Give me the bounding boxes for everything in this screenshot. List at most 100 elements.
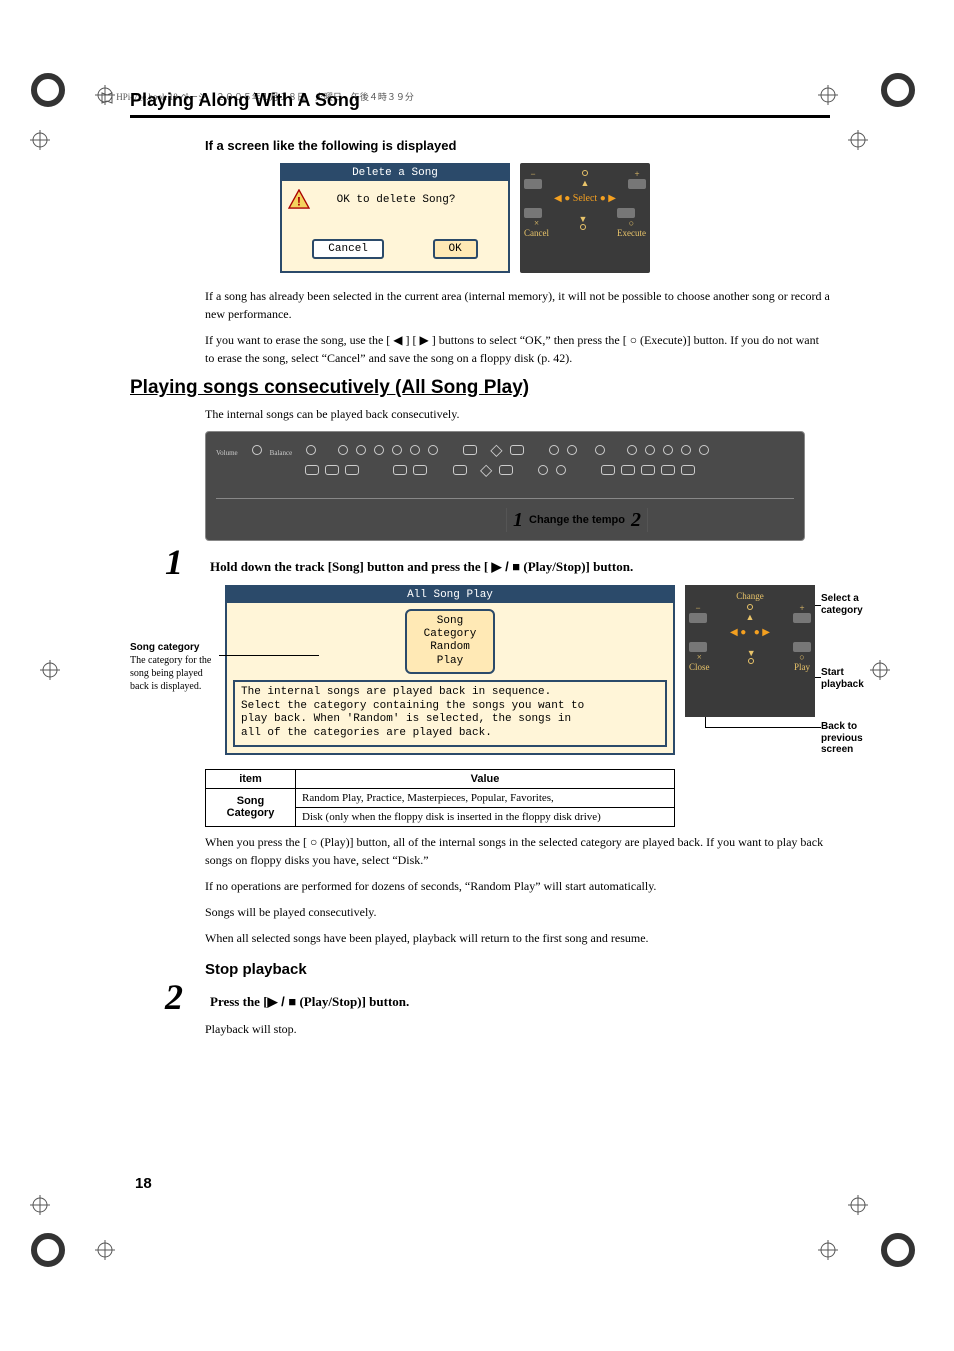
allsong-after4: When all selected songs have been played… xyxy=(205,929,830,947)
callout-line xyxy=(705,717,706,727)
playstop-icon: ▶ / ■ xyxy=(491,559,520,574)
crop-mark-br xyxy=(878,1230,918,1270)
right-arrow-icon: ▶ xyxy=(762,627,770,638)
down-led-icon xyxy=(748,658,754,664)
left-arrow-icon: ◀ xyxy=(393,333,402,347)
panel-led-icon xyxy=(374,445,384,455)
delete-subhead: If a screen like the following is displa… xyxy=(205,138,830,153)
control-panel-allsong: Change − ▲ + ◀ ● ● ▶ ×Close ▼ ○Play xyxy=(685,585,815,717)
close-label: Close xyxy=(689,662,710,672)
reg-mark-bl xyxy=(95,1240,115,1260)
figure-allsong-screen: Song category The category for the song … xyxy=(225,585,835,755)
up-led-icon xyxy=(747,604,753,610)
stop-heading: Stop playback xyxy=(205,961,830,978)
allsong-intro: The internal songs can be played back co… xyxy=(205,405,830,423)
control-panel-delete: − ▲ + ◀ ● Select ● ▶ ×Cancel ▼ ○Execute xyxy=(520,163,650,273)
plus-label: + xyxy=(634,169,639,179)
allsong-heading: Playing songs consecutively (All Song Pl… xyxy=(130,377,830,399)
minus-button[interactable] xyxy=(524,179,542,189)
reg-mark-rb xyxy=(848,1195,868,1215)
cancel-ctrl-button[interactable] xyxy=(524,208,542,218)
plus-button[interactable] xyxy=(628,179,646,189)
delete-dialog-message: OK to delete Song? xyxy=(337,194,456,206)
crop-mark-bl xyxy=(28,1230,68,1270)
panel-led-icon xyxy=(627,445,637,455)
down-arrow-icon: ▼ xyxy=(579,214,588,224)
callout-line xyxy=(815,677,821,678)
execute-ctrl-button[interactable] xyxy=(617,208,635,218)
panel-led-icon xyxy=(356,445,366,455)
circle-icon: ○ xyxy=(630,333,637,347)
callout-line xyxy=(705,727,821,728)
callout-back: Back to previous screen xyxy=(821,721,863,756)
panel-button-icon xyxy=(621,465,635,475)
step1-text: Hold down the track [Song] button and pr… xyxy=(210,551,830,575)
table-cell-item: Song Category xyxy=(206,788,296,826)
delete-dialog-title: Delete a Song xyxy=(282,165,508,181)
panel-button-icon xyxy=(681,465,695,475)
panel-led-icon xyxy=(699,445,709,455)
delete-para1: If a song has already been selected in t… xyxy=(205,287,830,323)
delete-para2: If you want to erase the song, use the [… xyxy=(205,331,830,367)
minus-button[interactable] xyxy=(689,613,707,623)
minus-label: − xyxy=(530,169,535,179)
figure-keyboard-panel: Volume Balance ◇ ◇ xyxy=(205,431,805,541)
panel-led-icon xyxy=(567,445,577,455)
panel-button-icon xyxy=(393,465,407,475)
step1-number: 1 xyxy=(165,541,183,583)
callout-line xyxy=(219,655,319,656)
right-arrow-icon: ▶ xyxy=(420,333,429,347)
play-label: Play xyxy=(794,662,810,672)
panel-step2-num: 2 xyxy=(631,509,641,532)
panel-button-icon xyxy=(641,465,655,475)
cancel-ctrl-label: Cancel xyxy=(524,228,549,238)
panel-led-icon xyxy=(428,445,438,455)
cancel-button[interactable]: Cancel xyxy=(312,239,384,259)
step2-number: 2 xyxy=(165,976,183,1018)
warning-icon: ! xyxy=(288,189,310,209)
callout-line xyxy=(815,605,821,606)
down-arrow-icon: ▼ xyxy=(747,648,756,658)
down-led-icon xyxy=(580,224,586,230)
panel-button-icon xyxy=(325,465,339,475)
panel-led-icon xyxy=(410,445,420,455)
song-category-box: Song Category Random Play xyxy=(405,609,495,674)
panel-led-icon xyxy=(645,445,655,455)
table-cell-value2: Disk (only when the floppy disk is inser… xyxy=(296,807,675,826)
o-label: ○ xyxy=(629,218,634,228)
execute-label: Execute xyxy=(617,228,646,238)
playstop-icon: ▶ / ■ xyxy=(268,994,297,1009)
panel-button-icon xyxy=(601,465,615,475)
ok-button[interactable]: OK xyxy=(433,239,478,259)
callout-select: Select a category xyxy=(821,593,863,616)
panel-led-icon xyxy=(663,445,673,455)
panel-step1-num: 1 xyxy=(513,509,523,532)
crop-mark-tr xyxy=(878,70,918,110)
change-label: Change xyxy=(736,591,764,601)
x-label: × xyxy=(534,218,539,228)
allsong-screen: All Song Play Song Category Random Play … xyxy=(225,585,675,755)
panel-led-icon xyxy=(338,445,348,455)
reg-mark-r xyxy=(848,130,868,150)
table-header-item: item xyxy=(206,769,296,788)
panel-led-icon xyxy=(549,445,559,455)
panel-led-icon xyxy=(681,445,691,455)
reg-mark-lb xyxy=(30,1195,50,1215)
callout-start: Start playback xyxy=(821,667,864,690)
select-label: Select xyxy=(573,193,597,204)
plus-button[interactable] xyxy=(793,613,811,623)
allsong-message-box: The internal songs are played back in se… xyxy=(233,680,667,747)
panel-caption: Change the tempo xyxy=(529,514,625,526)
panel-led-icon xyxy=(556,465,566,475)
table-cell-value1: Random Play, Practice, Masterpieces, Pop… xyxy=(296,788,675,807)
left-arrow-icon: ◀ xyxy=(554,193,562,204)
play-ctrl-button[interactable] xyxy=(793,642,811,652)
reg-mark-lm xyxy=(40,660,60,680)
panel-button-icon xyxy=(510,445,524,455)
close-ctrl-button[interactable] xyxy=(689,642,707,652)
up-led-icon xyxy=(582,170,588,176)
table-header-value: Value xyxy=(296,769,675,788)
panel-button-icon xyxy=(453,465,467,475)
allsong-after3: Songs will be played consecutively. xyxy=(205,903,830,921)
panel-led-icon xyxy=(392,445,402,455)
